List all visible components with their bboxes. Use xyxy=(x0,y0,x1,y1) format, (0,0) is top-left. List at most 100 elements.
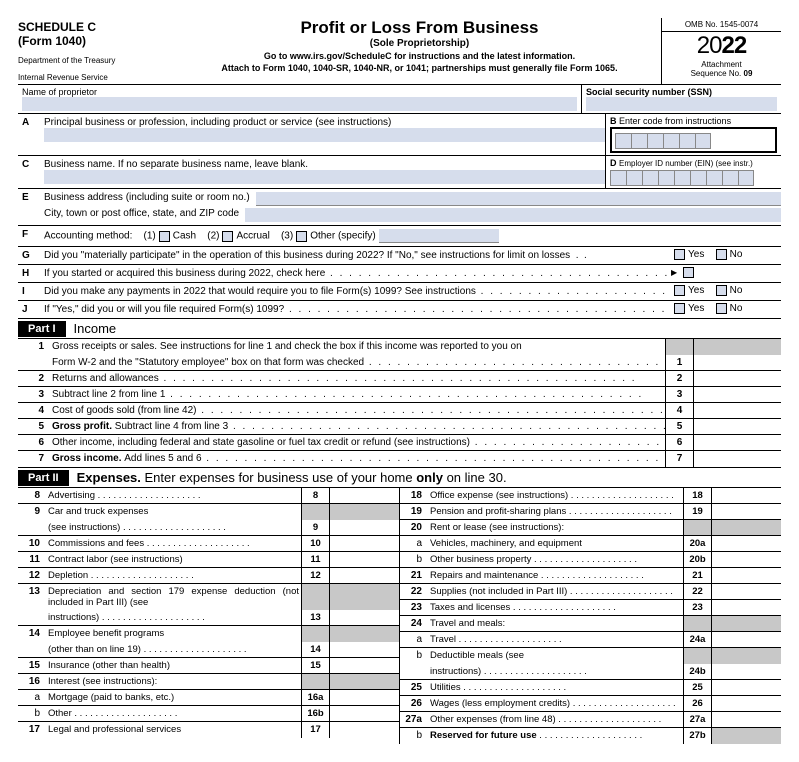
chk-h[interactable] xyxy=(683,267,694,278)
line-25: 25Utilities25 xyxy=(400,680,781,696)
part-1-tag: Part I xyxy=(18,321,66,337)
amt-25[interactable] xyxy=(711,680,781,695)
chk-i-no[interactable] xyxy=(716,285,727,296)
ein-boxes[interactable] xyxy=(610,170,777,186)
amt-23[interactable] xyxy=(711,600,781,615)
part-2-bar: Part II Expenses. Enter expenses for bus… xyxy=(18,467,781,488)
ssn-field: Social security number (SSN) xyxy=(581,85,781,113)
amt-24b[interactable] xyxy=(711,664,781,679)
input-e1[interactable] xyxy=(256,192,781,206)
line-23: 23Taxes and licenses23 xyxy=(400,600,781,616)
amt-21[interactable] xyxy=(711,568,781,583)
line-3: 3 Subtract line 2 from line 1 3 xyxy=(18,387,781,403)
chk-accrual[interactable] xyxy=(222,231,233,242)
amt-16b[interactable] xyxy=(329,706,399,721)
line-21: 21Repairs and maintenance21 xyxy=(400,568,781,584)
name-input[interactable] xyxy=(22,97,577,111)
input-e2[interactable] xyxy=(245,208,781,222)
text-e: Business address (including suite or roo… xyxy=(44,189,781,225)
text-g: Did you "materially participate" in the … xyxy=(44,247,671,264)
amt-1[interactable] xyxy=(693,355,781,370)
row-g: G Did you "materially participate" in th… xyxy=(18,247,781,265)
line-27a: 27aOther expenses (from line 48)27a xyxy=(400,712,781,728)
amt-9[interactable] xyxy=(329,520,399,535)
letter-g: G xyxy=(18,247,44,264)
chk-g-no[interactable] xyxy=(716,249,727,260)
chk-i-yes[interactable] xyxy=(674,285,685,296)
amt-12[interactable] xyxy=(329,568,399,583)
header-right: OMB No. 1545-0074 2022 Attachment Sequen… xyxy=(661,18,781,84)
line-20a: aVehicles, machinery, and equipment20a xyxy=(400,536,781,552)
form-label: (Form 1040) xyxy=(18,34,178,48)
amt-10[interactable] xyxy=(329,536,399,551)
letter-c: C xyxy=(18,156,44,188)
part-2-tag: Part II xyxy=(18,470,69,486)
amt-27b xyxy=(711,728,781,744)
input-f-other[interactable] xyxy=(379,229,499,243)
part-2-title: Expenses. Enter expenses for business us… xyxy=(69,468,515,487)
amt-13[interactable] xyxy=(329,610,399,625)
line-10: 10Commissions and fees10 xyxy=(18,536,399,552)
amt-22[interactable] xyxy=(711,584,781,599)
amt-17[interactable] xyxy=(329,722,399,738)
amt-11[interactable] xyxy=(329,552,399,567)
code-box[interactable] xyxy=(610,127,777,153)
amt-2[interactable] xyxy=(693,371,781,386)
line-6: 6 Other income, including federal and st… xyxy=(18,435,781,451)
section-b: B Enter code from instructions xyxy=(605,114,781,155)
letter-e: E xyxy=(18,189,44,225)
line-24a: aTravel24a xyxy=(400,632,781,648)
amt-14[interactable] xyxy=(329,642,399,657)
letter-j: J xyxy=(18,301,44,318)
exp-left: 8Advertising8 9Car and truck expenses (s… xyxy=(18,488,400,744)
tax-year: 2022 xyxy=(662,32,781,60)
amt-27a[interactable] xyxy=(711,712,781,727)
line-20: 20Rent or lease (see instructions): xyxy=(400,520,781,536)
line-27b: bReserved for future use27b xyxy=(400,728,781,744)
amt-6[interactable] xyxy=(693,435,781,450)
yesno-j: Yes No xyxy=(671,301,781,318)
input-a[interactable] xyxy=(44,128,605,142)
name-of-proprietor: Name of proprietor xyxy=(18,85,581,113)
amt-24a[interactable] xyxy=(711,632,781,647)
row-c-d: C Business name. If no separate business… xyxy=(18,156,781,189)
chk-other[interactable] xyxy=(296,231,307,242)
amt-16a[interactable] xyxy=(329,690,399,705)
amt-7[interactable] xyxy=(693,451,781,467)
amt-15[interactable] xyxy=(329,658,399,673)
amt-5[interactable] xyxy=(693,419,781,434)
row-e: E Business address (including suite or r… xyxy=(18,189,781,226)
ssn-input[interactable] xyxy=(586,97,777,111)
row-a-b: A Principal business or profession, incl… xyxy=(18,114,781,156)
attach-line: Attach to Form 1040, 1040-SR, 1040-NR, o… xyxy=(184,63,655,73)
chk-j-no[interactable] xyxy=(716,303,727,314)
amt-19[interactable] xyxy=(711,504,781,519)
chk-h-wrap xyxy=(671,265,781,282)
amt-8[interactable] xyxy=(329,488,399,503)
line-7: 7 Gross income. Add lines 5 and 6 7 xyxy=(18,451,781,467)
amt-18[interactable] xyxy=(711,488,781,503)
line-1a: 1 Gross receipts or sales. See instructi… xyxy=(18,339,781,355)
amt-3[interactable] xyxy=(693,387,781,402)
amt-4[interactable] xyxy=(693,403,781,418)
line-18: 18Office expense (see instructions)18 xyxy=(400,488,781,504)
amt-20b[interactable] xyxy=(711,552,781,567)
chk-g-yes[interactable] xyxy=(674,249,685,260)
chk-cash[interactable] xyxy=(159,231,170,242)
dept-2: Internal Revenue Service xyxy=(18,73,178,82)
row-h: H If you started or acquired this busine… xyxy=(18,265,781,283)
input-c[interactable] xyxy=(44,170,605,184)
line-16a: aMortgage (paid to banks, etc.)16a xyxy=(18,690,399,706)
text-h: If you started or acquired this business… xyxy=(44,265,671,282)
form-subtitle: (Sole Proprietorship) xyxy=(184,38,655,49)
part-1-bar: Part I Income xyxy=(18,318,781,339)
amt-26[interactable] xyxy=(711,696,781,711)
amt-20a[interactable] xyxy=(711,536,781,551)
yesno-i: Yes No xyxy=(671,283,781,300)
text-a: Principal business or profession, includ… xyxy=(44,114,605,155)
part-1-title: Income xyxy=(66,319,125,338)
chk-j-yes[interactable] xyxy=(674,303,685,314)
letter-f: F xyxy=(18,226,44,246)
dept-1: Department of the Treasury xyxy=(18,56,178,65)
line-5: 5 Gross profit. Subtract line 4 from lin… xyxy=(18,419,781,435)
